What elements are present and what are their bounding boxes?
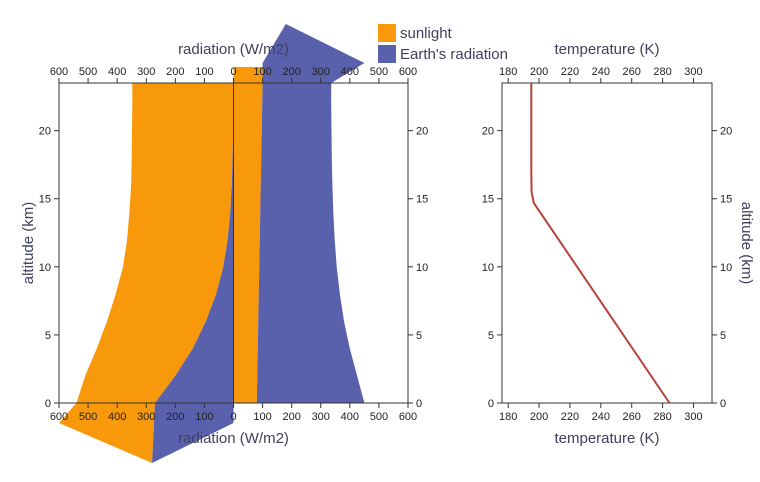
y-tick-label-left: 20 [482, 126, 494, 138]
earth-radiation-upward-band [256, 83, 365, 403]
y-axis-title: altitude (km) [20, 202, 37, 285]
x-axis-title-bottom: radiation (W/m2) [178, 430, 289, 447]
x-tick-label-bottom: 600 [50, 411, 68, 423]
x-tick-label-top: 240 [592, 66, 610, 78]
x-tick-label-top: 600 [50, 66, 68, 78]
legend-label: Earth's radiation [400, 46, 508, 63]
x-tick-label-bottom: 0 [230, 411, 236, 423]
x-tick-label-bottom: 600 [399, 411, 417, 423]
x-tick-label-bottom: 280 [653, 411, 671, 423]
y-tick-label-right: 20 [416, 126, 428, 138]
x-tick-label-bottom: 100 [195, 411, 213, 423]
x-tick-label-top: 280 [653, 66, 671, 78]
x-tick-label-top: 100 [195, 66, 213, 78]
y-tick-label-right: 15 [416, 194, 428, 206]
x-tick-label-bottom: 240 [592, 411, 610, 423]
x-tick-label-bottom: 220 [561, 411, 579, 423]
y-tick-label-right: 0 [720, 398, 726, 410]
radiation-chart: 6006005005004004003003002002001001000010… [20, 24, 428, 463]
x-tick-label-bottom: 100 [253, 411, 271, 423]
x-tick-label-top: 300 [137, 66, 155, 78]
y-tick-label-right: 10 [416, 262, 428, 274]
y-tick-label-left: 15 [39, 194, 51, 206]
x-tick-label-top: 260 [623, 66, 641, 78]
x-tick-label-bottom: 300 [312, 411, 330, 423]
sunlight-downward-band [76, 83, 234, 403]
temperature-line [530, 83, 671, 404]
y-tick-label-left: 15 [482, 194, 494, 206]
y-tick-label-right: 0 [416, 398, 422, 410]
x-tick-label-top: 200 [530, 66, 548, 78]
y-tick-label-left: 0 [45, 398, 51, 410]
x-tick-label-bottom: 400 [341, 411, 359, 423]
x-tick-label-bottom: 200 [530, 411, 548, 423]
x-tick-label-top: 500 [79, 66, 97, 78]
y-tick-label-right: 20 [720, 126, 732, 138]
y-tick-label-left: 10 [39, 262, 51, 274]
x-tick-label-top: 0 [230, 66, 236, 78]
legend-label: sunlight [400, 25, 453, 42]
x-tick-label-top: 220 [561, 66, 579, 78]
y-tick-label-left: 10 [482, 262, 494, 274]
y-tick-label-left: 5 [488, 330, 494, 342]
y-tick-label-left: 0 [488, 398, 494, 410]
x-tick-label-top: 400 [341, 66, 359, 78]
x-tick-label-top: 500 [370, 66, 388, 78]
x-tick-label-top: 100 [253, 66, 271, 78]
sunlight-up-tail [233, 67, 263, 83]
x-tick-label-top: 400 [108, 66, 126, 78]
x-axis-title-top: temperature (K) [554, 41, 659, 58]
x-tick-label-bottom: 300 [137, 411, 155, 423]
x-axis-title-top: radiation (W/m2) [178, 41, 289, 58]
earth-radiation-up-arrow [262, 24, 365, 83]
y-tick-label-right: 5 [416, 330, 422, 342]
x-tick-label-bottom: 260 [623, 411, 641, 423]
sunlight-down-arrow [59, 403, 155, 463]
x-tick-label-bottom: 400 [108, 411, 126, 423]
x-tick-label-top: 200 [282, 66, 300, 78]
y-tick-label-right: 5 [720, 330, 726, 342]
x-tick-label-bottom: 500 [79, 411, 97, 423]
x-tick-label-top: 180 [499, 66, 517, 78]
y-tick-label-left: 5 [45, 330, 51, 342]
x-tick-label-bottom: 200 [166, 411, 184, 423]
legend-swatch [378, 45, 396, 63]
y-axis-title: altitude (km) [738, 202, 755, 285]
x-tick-label-top: 200 [166, 66, 184, 78]
x-tick-label-bottom: 500 [370, 411, 388, 423]
x-tick-label-top: 300 [312, 66, 330, 78]
sunlight-upward-band [233, 83, 263, 403]
earth-radiation-down-arrow [152, 403, 234, 463]
x-tick-label-bottom: 300 [684, 411, 702, 423]
x-tick-label-bottom: 200 [282, 411, 300, 423]
y-tick-label-right: 10 [720, 262, 732, 274]
x-tick-label-bottom: 180 [499, 411, 517, 423]
y-tick-label-right: 15 [720, 194, 732, 206]
earth-radiation-downward-band [155, 83, 234, 403]
temperature-chart: 1801802002002202202402402602602802803003… [482, 41, 755, 447]
legend: sunlight Earth's radiation [378, 24, 508, 63]
y-tick-label-left: 20 [39, 126, 51, 138]
temperature-plot-frame [501, 82, 713, 404]
legend-swatch [378, 24, 396, 42]
x-axis-title-bottom: temperature (K) [554, 430, 659, 447]
x-tick-label-top: 600 [399, 66, 417, 78]
x-tick-label-top: 300 [684, 66, 702, 78]
